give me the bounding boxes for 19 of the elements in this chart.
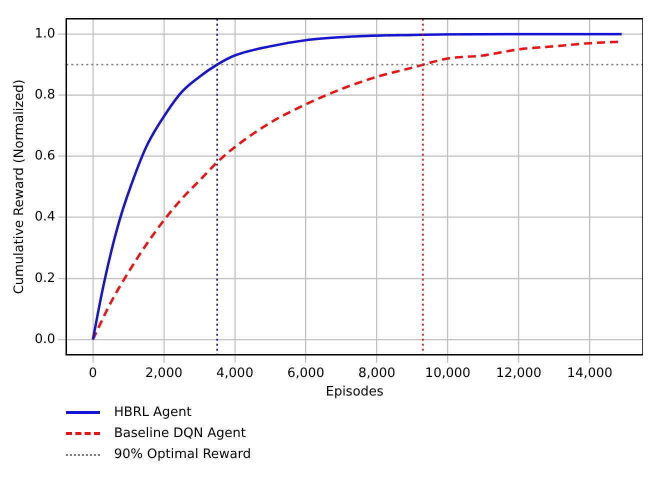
y-tick-label: 1.0	[34, 26, 56, 42]
y-tick-label: 0.8	[34, 88, 56, 103]
y-tick-label: 0.6	[34, 148, 56, 164]
legend-label: Baseline DQN Agent	[114, 426, 246, 441]
y-tick-label: 0.0	[34, 332, 56, 347]
x-tick-label: 2,000	[145, 366, 182, 381]
x-tick-label: 12,000	[496, 366, 542, 381]
y-axis-title: Cumulative Reward (Normalized)	[12, 79, 28, 294]
y-tick-label: 0.2	[34, 270, 56, 286]
x-axis-title: Episodes	[326, 384, 384, 400]
x-tick-label: 14,000	[567, 366, 613, 381]
x-tick-label: 8,000	[358, 366, 396, 381]
legend-label: HBRL Agent	[114, 405, 192, 420]
x-tick-label: 10,000	[425, 366, 471, 381]
x-tick-label: 4,000	[216, 366, 254, 381]
legend-label: 90% Optimal Reward	[114, 447, 252, 462]
x-tick-label: 0	[88, 366, 98, 381]
x-tick-label: 6,000	[287, 366, 324, 381]
y-tick-label: 0.4	[34, 210, 56, 225]
